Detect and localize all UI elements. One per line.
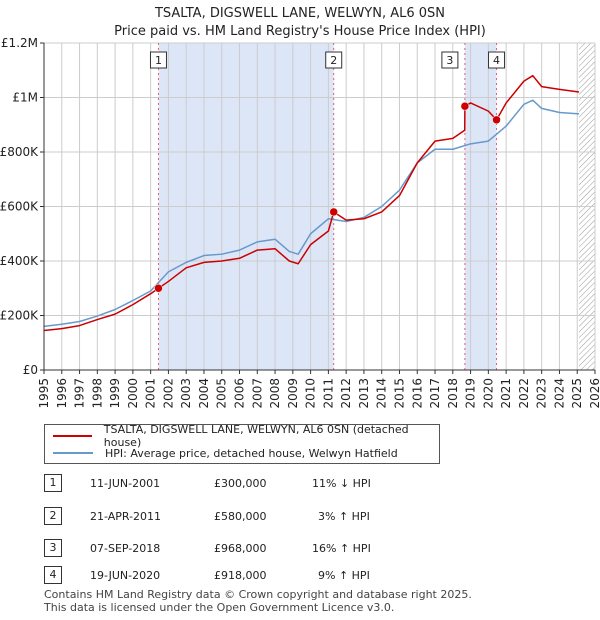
x-tick-label: 2025 — [570, 378, 584, 409]
x-tick-label: 2022 — [517, 378, 531, 409]
x-tick-label: 2006 — [233, 378, 247, 409]
legend: TSALTA, DIGSWELL LANE, WELWYN, AL6 0SN (… — [44, 423, 440, 464]
transaction-price: £580,000 — [214, 510, 267, 523]
transaction-label-number: 4 — [493, 54, 500, 67]
x-tick-label: 2026 — [588, 378, 600, 409]
x-tick-label: 1997 — [73, 378, 87, 409]
x-tick-label: 2000 — [126, 378, 140, 409]
y-tick-label: £1M — [12, 91, 38, 105]
x-tick-label: 1998 — [90, 378, 104, 409]
x-tick-label: 2003 — [179, 378, 193, 409]
x-tick-label: 2010 — [304, 378, 318, 409]
y-tick-label: £400K — [0, 254, 39, 268]
legend-item-property: TSALTA, DIGSWELL LANE, WELWYN, AL6 0SN (… — [53, 423, 439, 449]
x-tick-label: 2019 — [464, 378, 478, 409]
transaction-price: £968,000 — [214, 542, 267, 555]
transaction-label-number: 2 — [330, 54, 337, 67]
x-tick-label: 2004 — [197, 378, 211, 409]
legend-swatch-property — [53, 435, 92, 437]
y-tick-label: £0 — [23, 363, 38, 377]
transaction-label-number: 3 — [446, 54, 453, 67]
transaction-number: 1 — [44, 474, 62, 492]
transaction-number: 2 — [44, 507, 62, 525]
transaction-marker — [329, 207, 338, 217]
transaction-number: 3 — [44, 539, 62, 557]
chart-title-line1: TSALTA, DIGSWELL LANE, WELWYN, AL6 0SN — [154, 6, 446, 21]
x-tick-label: 2009 — [286, 378, 300, 409]
x-tick-label: 2008 — [268, 378, 282, 409]
transaction-date: 19-JUN-2020 — [90, 569, 161, 582]
y-tick-label: £200K — [0, 309, 39, 323]
transaction-marker — [492, 115, 501, 125]
transaction-date: 11-JUN-2001 — [90, 477, 161, 490]
hpi-line — [43, 99, 580, 328]
x-tick-label: 2002 — [161, 378, 175, 409]
x-tick-label: 1999 — [108, 378, 122, 409]
transaction-number: 4 — [44, 566, 62, 584]
legend-label-hpi: HPI: Average price, detached house, Welw… — [105, 446, 398, 460]
x-tick-label: 1996 — [55, 378, 69, 409]
transaction-date: 21-APR-2011 — [90, 510, 162, 523]
transaction-label-number: 1 — [155, 54, 162, 67]
x-tick-label: 2015 — [392, 378, 406, 409]
transaction-label-box — [325, 51, 343, 69]
transaction-date: 07-SEP-2018 — [90, 542, 161, 555]
transaction-price: £300,000 — [214, 477, 267, 490]
x-tick-label: 2001 — [144, 378, 158, 409]
transaction-hpi-diff: 3% ↑ HPI — [318, 510, 370, 523]
transaction-price: £918,000 — [214, 569, 267, 582]
price-chart: 1995 1996 1997 1998 1999 2000 2001 2002 2003 2004… — [0, 36, 600, 409]
x-tick-label: 1995 — [37, 378, 51, 409]
x-tick-label: 2011 — [321, 378, 335, 409]
legend-item-hpi: HPI: Average price, detached house, Welw… — [53, 445, 398, 461]
y-tick-label: £1.2M — [1, 36, 38, 50]
transaction-hpi-diff: 16% ↑ HPI — [312, 542, 371, 555]
legend-label-property: TSALTA, DIGSWELL LANE, WELWYN, AL6 0SN (… — [103, 423, 409, 449]
x-tick-label: 2018 — [446, 378, 460, 409]
x-tick-label: 2014 — [375, 378, 389, 409]
y-tick-label: £800K — [0, 145, 39, 159]
y-tick-label: £600K — [0, 200, 39, 214]
footer-copyright: Contains HM Land Registry data © Crown c… — [44, 588, 472, 601]
transaction-label-box — [441, 51, 459, 69]
transaction-label-box — [149, 51, 167, 69]
transaction-marker — [460, 101, 470, 111]
transaction-hpi-diff: 11% ↓ HPI — [312, 477, 371, 490]
x-tick-label: 2017 — [428, 378, 442, 409]
x-tick-label: 2024 — [552, 378, 566, 409]
transaction-label-box — [488, 51, 506, 69]
x-tick-label: 2005 — [215, 378, 229, 409]
x-tick-label: 2013 — [357, 378, 371, 409]
chart-title-line2: Price paid vs. HM Land Registry's House … — [114, 24, 486, 39]
transaction-hpi-diff: 9% ↑ HPI — [318, 569, 370, 582]
x-tick-label: 2007 — [250, 378, 264, 409]
x-tick-label: 2023 — [535, 378, 549, 409]
x-tick-label: 2021 — [499, 378, 513, 409]
legend-swatch-hpi — [53, 452, 93, 454]
x-tick-label: 2020 — [481, 378, 495, 409]
x-tick-label: 2016 — [410, 378, 424, 409]
transaction-marker — [154, 284, 163, 293]
footer-licence: This data is licensed under the Open Gov… — [44, 601, 395, 614]
x-tick-label: 2012 — [339, 378, 353, 409]
footer: Contains HM Land Registry data © Crown c… — [44, 588, 472, 614]
